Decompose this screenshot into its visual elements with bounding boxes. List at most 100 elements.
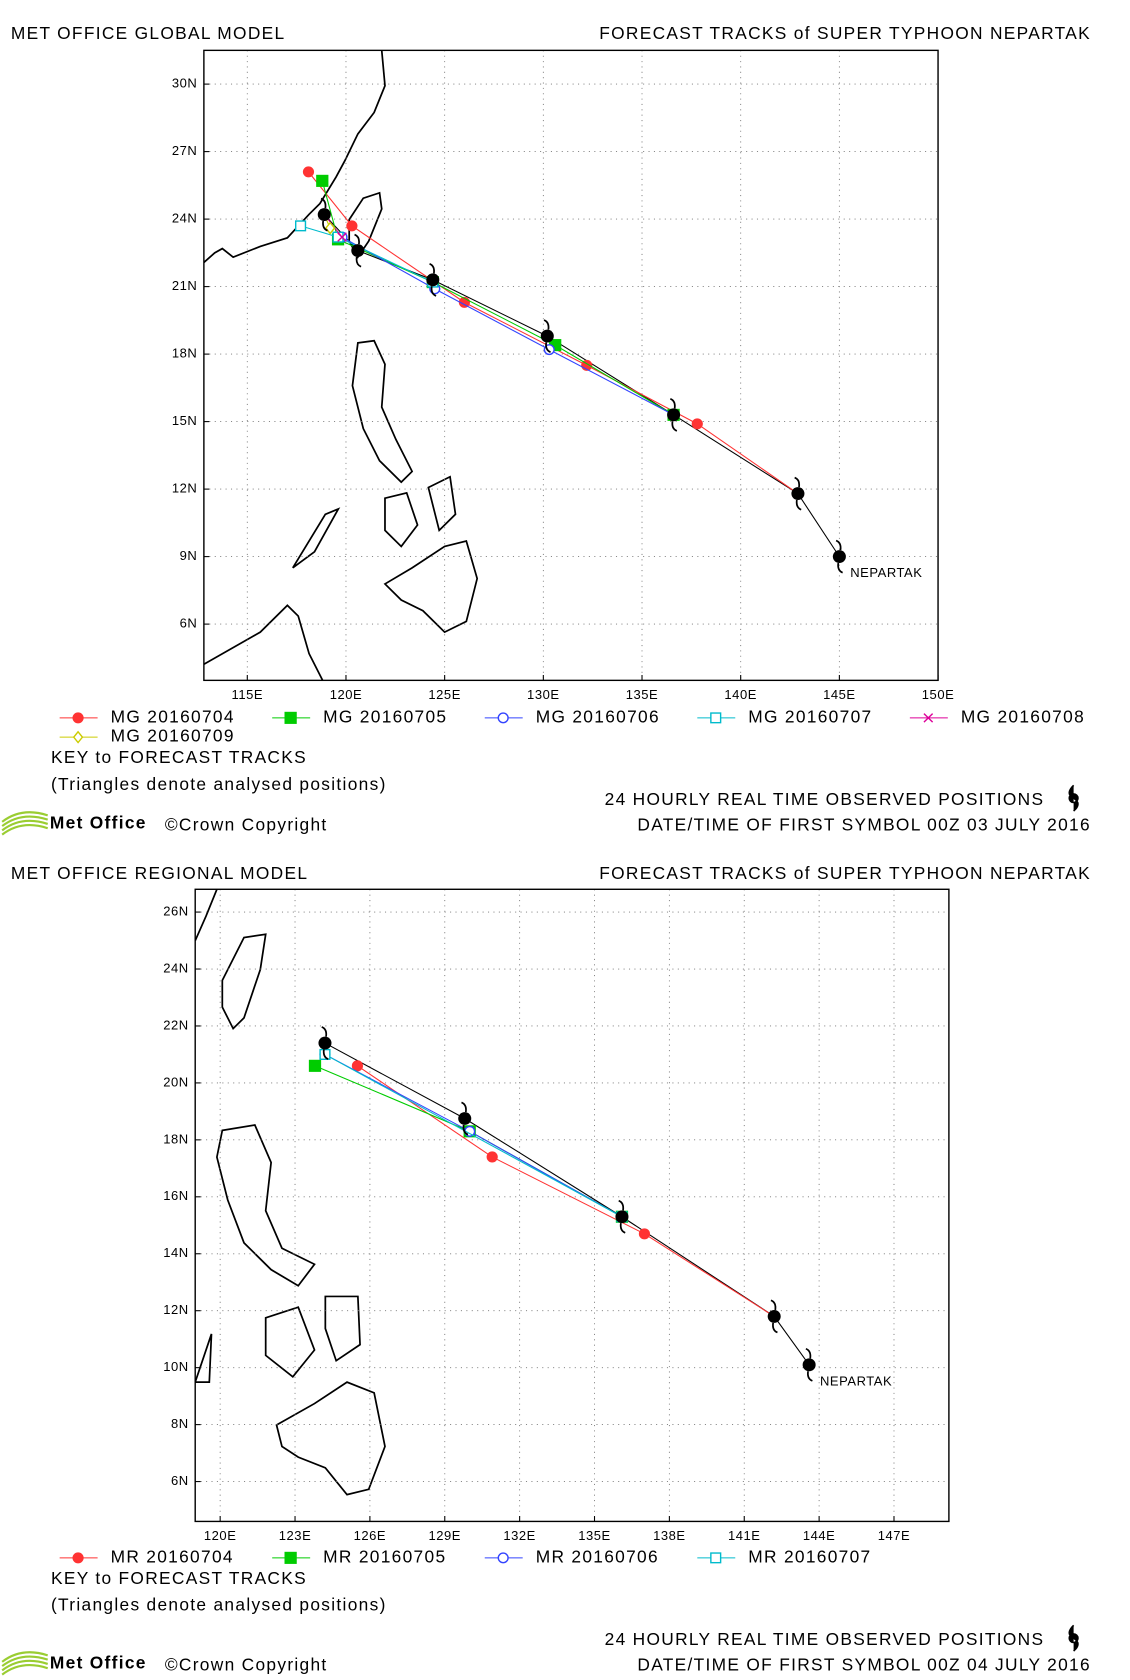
legend-label: MG 20160709	[111, 726, 235, 746]
typhoon-hook	[770, 1299, 778, 1334]
observed-track	[324, 1042, 810, 1366]
y-tick-label: 26N	[163, 904, 188, 919]
track-point	[638, 1228, 651, 1240]
track-point	[691, 418, 703, 430]
legend-label: MG 20160707	[748, 706, 872, 726]
logo-swoosh	[1, 815, 49, 827]
typhoon-hook	[618, 1199, 626, 1234]
y-tick-label: 15N	[172, 413, 197, 428]
track-point	[294, 220, 307, 232]
forecast-track	[308, 171, 799, 495]
legend-marker	[72, 1552, 84, 1564]
coastlines	[203, 50, 479, 681]
x-tick-label: 144E	[803, 1528, 836, 1543]
y-tick-label: 12N	[163, 1302, 188, 1317]
observed-position	[317, 197, 331, 232]
typhoon-hook	[320, 197, 328, 232]
y-tick-label: 16N	[163, 1188, 188, 1203]
x-tick-label: 125E	[428, 687, 461, 702]
typhoon-hook	[429, 262, 437, 297]
y-tick-label: 9N	[180, 548, 198, 563]
typhoon-hook	[543, 319, 551, 353]
typhoon-symbol	[317, 208, 331, 222]
y-tick-label: 22N	[163, 1017, 188, 1032]
observed-position	[540, 319, 554, 353]
x-tick-label: 120E	[204, 1528, 237, 1543]
typhoon-symbol	[802, 1358, 816, 1372]
forecast-track	[357, 1065, 775, 1317]
typhoon-hook	[461, 1101, 469, 1136]
y-tick-label: 6N	[180, 616, 198, 631]
logo: Met Office	[50, 1653, 147, 1673]
map-frame	[194, 888, 950, 1523]
legend-label: MG 20160704	[111, 706, 235, 726]
tracks	[308, 1042, 810, 1366]
x-tick-label: 145E	[823, 687, 856, 702]
y-tick-label: 8N	[171, 1416, 189, 1431]
observed-position	[615, 1199, 629, 1234]
y-tick-label: 12N	[172, 481, 197, 496]
header-left: MET OFFICE GLOBAL MODEL	[11, 23, 286, 43]
y-tick-label: 21N	[172, 278, 197, 293]
track-point	[351, 1060, 364, 1072]
typhoon-hook	[805, 1347, 813, 1382]
track-point	[337, 232, 347, 242]
typhoon-symbol	[791, 487, 805, 501]
x-tick-label: 135E	[578, 1528, 611, 1543]
header-left: MET OFFICE REGIONAL MODEL	[11, 863, 308, 883]
legend-label: MG 20160706	[536, 706, 660, 726]
observed-position	[767, 1299, 781, 1334]
typhoon-symbol	[540, 329, 554, 343]
legend-label: MG 20160705	[323, 706, 447, 726]
coastlines	[195, 889, 386, 1496]
observed-position	[458, 1101, 472, 1136]
track-point	[324, 221, 336, 235]
track-point	[302, 166, 315, 178]
legend-label: MR 20160706	[536, 1546, 659, 1566]
tracks	[294, 166, 840, 557]
logo-swoosh	[1, 811, 49, 823]
legend-marker	[284, 711, 297, 724]
legend-typhoon	[1068, 1624, 1079, 1652]
x-tick-label: 120E	[330, 687, 363, 702]
x-tick-label: 150E	[922, 687, 955, 702]
observed-note: 24 HOURLY REAL TIME OBSERVED POSITIONS	[605, 789, 1045, 809]
typhoon-symbol	[458, 1112, 472, 1125]
observed-position	[832, 539, 846, 574]
typhoon-symbol	[832, 550, 846, 564]
logo-swoosh	[1, 1655, 49, 1667]
x-tick-label: 140E	[724, 687, 757, 702]
key-note: (Triangles denote analysed positions)	[51, 774, 387, 794]
y-tick-label: 18N	[163, 1131, 188, 1146]
typhoon-hook	[835, 539, 844, 574]
y-tick-label: 18N	[172, 346, 197, 361]
logo-swoosh	[1, 1664, 49, 1676]
x-tick-label: 126E	[354, 1528, 387, 1543]
observed-position	[318, 1026, 332, 1060]
track-point	[319, 1048, 331, 1060]
observed-track	[323, 214, 840, 557]
legend-marker	[72, 712, 84, 724]
header-right: FORECAST TRACKS of SUPER TYPHOON NEPARTA…	[599, 863, 1091, 883]
y-tick-label: 6N	[171, 1473, 189, 1488]
x-tick-label: 147E	[878, 1528, 911, 1543]
y-tick-label: 10N	[163, 1359, 188, 1374]
storm-label: NEPARTAK	[850, 565, 922, 580]
track-point	[308, 1059, 322, 1072]
header-right: FORECAST TRACKS of SUPER TYPHOON NEPARTA…	[599, 23, 1091, 43]
y-tick-label: 20N	[163, 1074, 188, 1089]
typhoon-symbol	[351, 244, 365, 258]
legend-marker	[710, 1552, 722, 1564]
typhoon-hook	[354, 233, 362, 268]
forecast-track	[341, 236, 674, 416]
typhoon-hook	[669, 397, 678, 432]
logo-swoosh	[1, 1651, 49, 1663]
observed-position	[426, 262, 440, 297]
logo: Met Office	[50, 813, 147, 833]
typhoon-hook	[794, 476, 802, 511]
legend-label: MR 20160705	[323, 1546, 446, 1566]
x-tick-label: 115E	[232, 687, 264, 702]
track-point	[346, 220, 358, 232]
x-tick-label: 132E	[503, 1528, 536, 1543]
